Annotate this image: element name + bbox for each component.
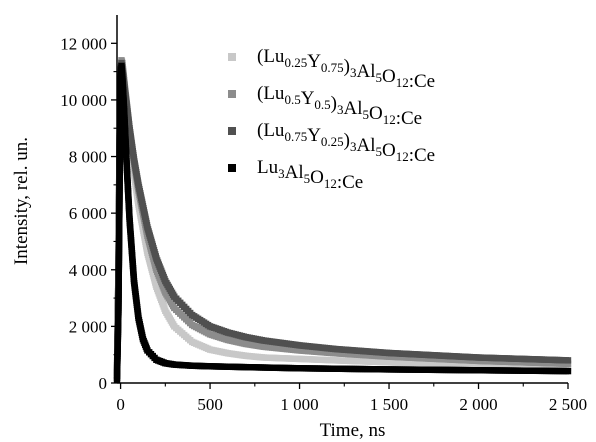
x-tick-label: 0: [116, 395, 125, 414]
legend: (Lu0.25Y0.75)3Al5O12:Ce(Lu0.5Y0.5)3Al5O1…: [228, 46, 435, 193]
data-point: [564, 360, 572, 367]
y-tick-label: 6 000: [69, 204, 107, 223]
data-point: [564, 357, 572, 364]
legend-item-3: (Lu0.75Y0.25)3Al5O12:Ce: [228, 120, 435, 166]
legend-marker: [228, 164, 236, 172]
legend-marker: [228, 90, 236, 98]
legend-label: (Lu0.25Y0.75)3Al5O12:Ce: [257, 46, 435, 92]
x-tick-label: 1 000: [280, 395, 318, 414]
ticks: 0 500 1 000 1 500 2 000 2 500 0 2 000 4 000 6 000…: [60, 34, 587, 414]
x-tick-label: 2 000: [459, 395, 497, 414]
y-tick-label: 2 000: [69, 317, 107, 336]
data-point: [564, 364, 572, 371]
legend-marker: [228, 53, 236, 61]
x-tick-label: 1 500: [370, 395, 408, 414]
x-axis-title: Time, ns: [320, 420, 386, 441]
y-tick-label: 12 000: [60, 34, 107, 53]
y-axis-title: Intensity, rel. un.: [11, 137, 32, 265]
legend-label: (Lu0.75Y0.25)3Al5O12:Ce: [257, 120, 435, 166]
y-tick-label: 8 000: [69, 148, 107, 167]
legend-item-4: Lu3Al5O12:Ce: [228, 157, 363, 193]
y-tick-label: 10 000: [60, 91, 107, 110]
x-tick-label: 2 500: [549, 395, 587, 414]
legend-label: (Lu0.5Y0.5)3Al5O12:Ce: [257, 83, 422, 129]
x-tick-label: 500: [197, 395, 223, 414]
legend-item-2: (Lu0.5Y0.5)3Al5O12:Ce: [228, 83, 422, 129]
legend-marker: [228, 127, 236, 135]
legend-label: Lu3Al5O12:Ce: [257, 157, 363, 193]
data-point: [564, 367, 572, 375]
legend-item-1: (Lu0.25Y0.75)3Al5O12:Ce: [228, 46, 435, 92]
axes: [116, 15, 568, 384]
y-tick-label: 0: [99, 374, 108, 393]
y-tick-label: 4 000: [69, 261, 107, 280]
